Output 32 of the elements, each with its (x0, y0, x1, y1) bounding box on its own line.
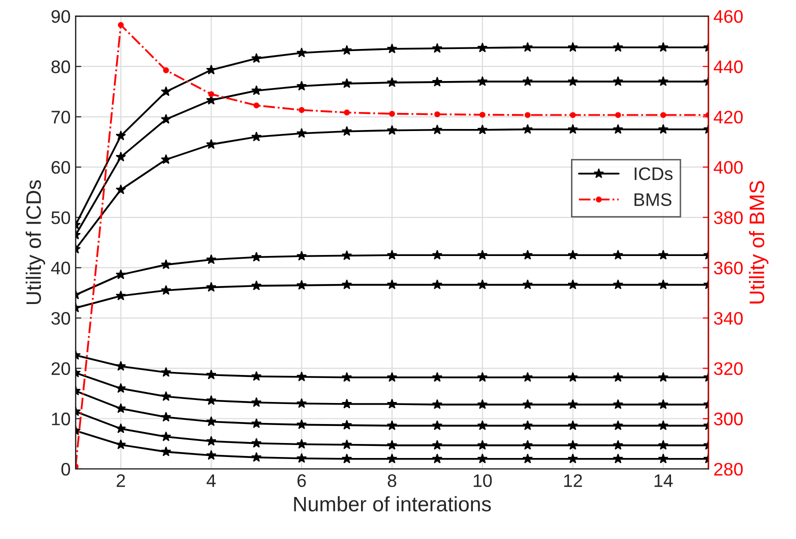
y2-tick-label: 280 (714, 462, 743, 476)
y-tick-label: 50 (51, 211, 70, 224)
y2-tick-label: 360 (714, 262, 743, 274)
y2-tick-label: 400 (714, 161, 743, 174)
y2-tick-label: 440 (714, 60, 743, 74)
y2-tick-label: 300 (714, 412, 743, 426)
y2-axis-title: Utility of BMS (748, 180, 768, 304)
x-tick-label: 2 (116, 474, 125, 487)
y2-tick-label: 380 (714, 211, 743, 224)
y2-tick-label: 460 (714, 10, 743, 23)
y2-tick-label: 340 (714, 312, 743, 325)
legend-label: ICDs (634, 167, 673, 180)
y-tick-label: 80 (51, 60, 70, 74)
y-tick-label: 20 (52, 362, 70, 376)
x-tick-label: 6 (298, 474, 306, 488)
y2-tick-label: 320 (714, 362, 743, 376)
x-tick-label: 8 (388, 474, 396, 488)
y-tick-label: 40 (51, 262, 70, 274)
x-tick-label: 10 (474, 474, 492, 488)
y-tick-label: 10 (52, 412, 70, 426)
y-tick-label: 60 (52, 161, 70, 174)
legend-label: BMS (634, 193, 672, 206)
x-axis-title: Number of interations (294, 496, 491, 512)
y-tick-label: 70 (52, 110, 70, 124)
y-axis-title: Utility of ICDs (26, 180, 46, 304)
y-tick-label: 30 (51, 312, 70, 325)
x-tick-label: 4 (206, 474, 216, 487)
y-tick-label: 0 (61, 462, 70, 476)
y-tick-label: 90 (52, 10, 70, 23)
x-tick-label: 14 (654, 474, 673, 487)
x-tick-label: 12 (564, 474, 582, 487)
y2-tick-label: 420 (714, 110, 743, 124)
